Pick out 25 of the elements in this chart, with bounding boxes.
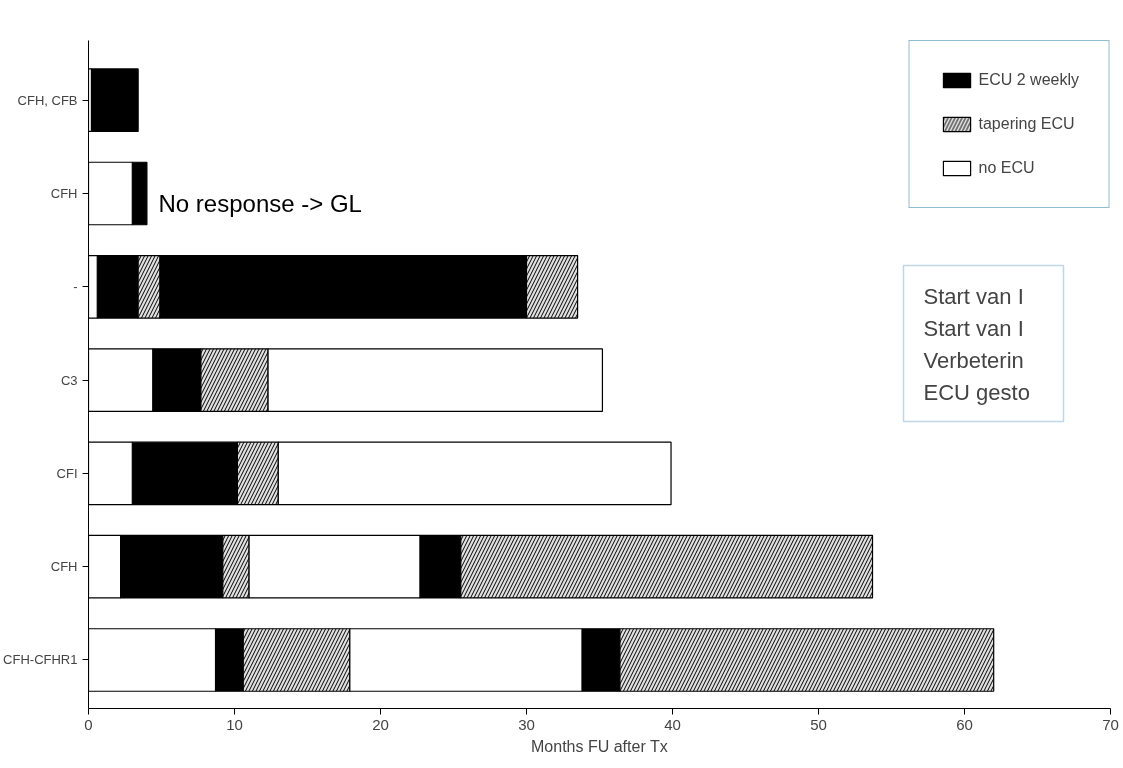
legend-label: tapering ECU <box>978 115 1075 133</box>
annotation: Verbeterin <box>923 347 1024 373</box>
x-tick-label: 0 <box>84 715 93 733</box>
x-axis-title: Months FU after Tx <box>531 737 668 755</box>
y-tick-label: CFH-CFHR1 <box>3 652 78 668</box>
x-tick-label: 40 <box>664 715 681 733</box>
x-tick-label: 60 <box>956 715 973 733</box>
y-tick-label: CFH <box>50 559 78 575</box>
legend-label: no ECU <box>978 159 1035 177</box>
x-tick-label: 20 <box>372 715 389 733</box>
x-tick-label: 50 <box>810 715 827 733</box>
annotation: No response -> GL <box>158 190 362 217</box>
annotation: Start van I <box>923 283 1024 309</box>
x-tick-label: 10 <box>226 715 243 733</box>
annotation: Start van I <box>923 315 1024 341</box>
x-tick-label: 70 <box>1102 715 1119 733</box>
legend-label: ECU 2 weekly <box>978 71 1079 89</box>
annotation: ECU gesto <box>923 379 1030 405</box>
y-tick-label: - <box>73 279 78 295</box>
bar <box>90 68 139 133</box>
y-tick-label: C3 <box>60 372 78 388</box>
y-tick-label: CFH <box>50 186 78 202</box>
y-tick-label: CFH, CFB <box>17 92 78 108</box>
y-tick-label: CFI <box>56 465 78 481</box>
x-tick-label: 30 <box>518 715 535 733</box>
